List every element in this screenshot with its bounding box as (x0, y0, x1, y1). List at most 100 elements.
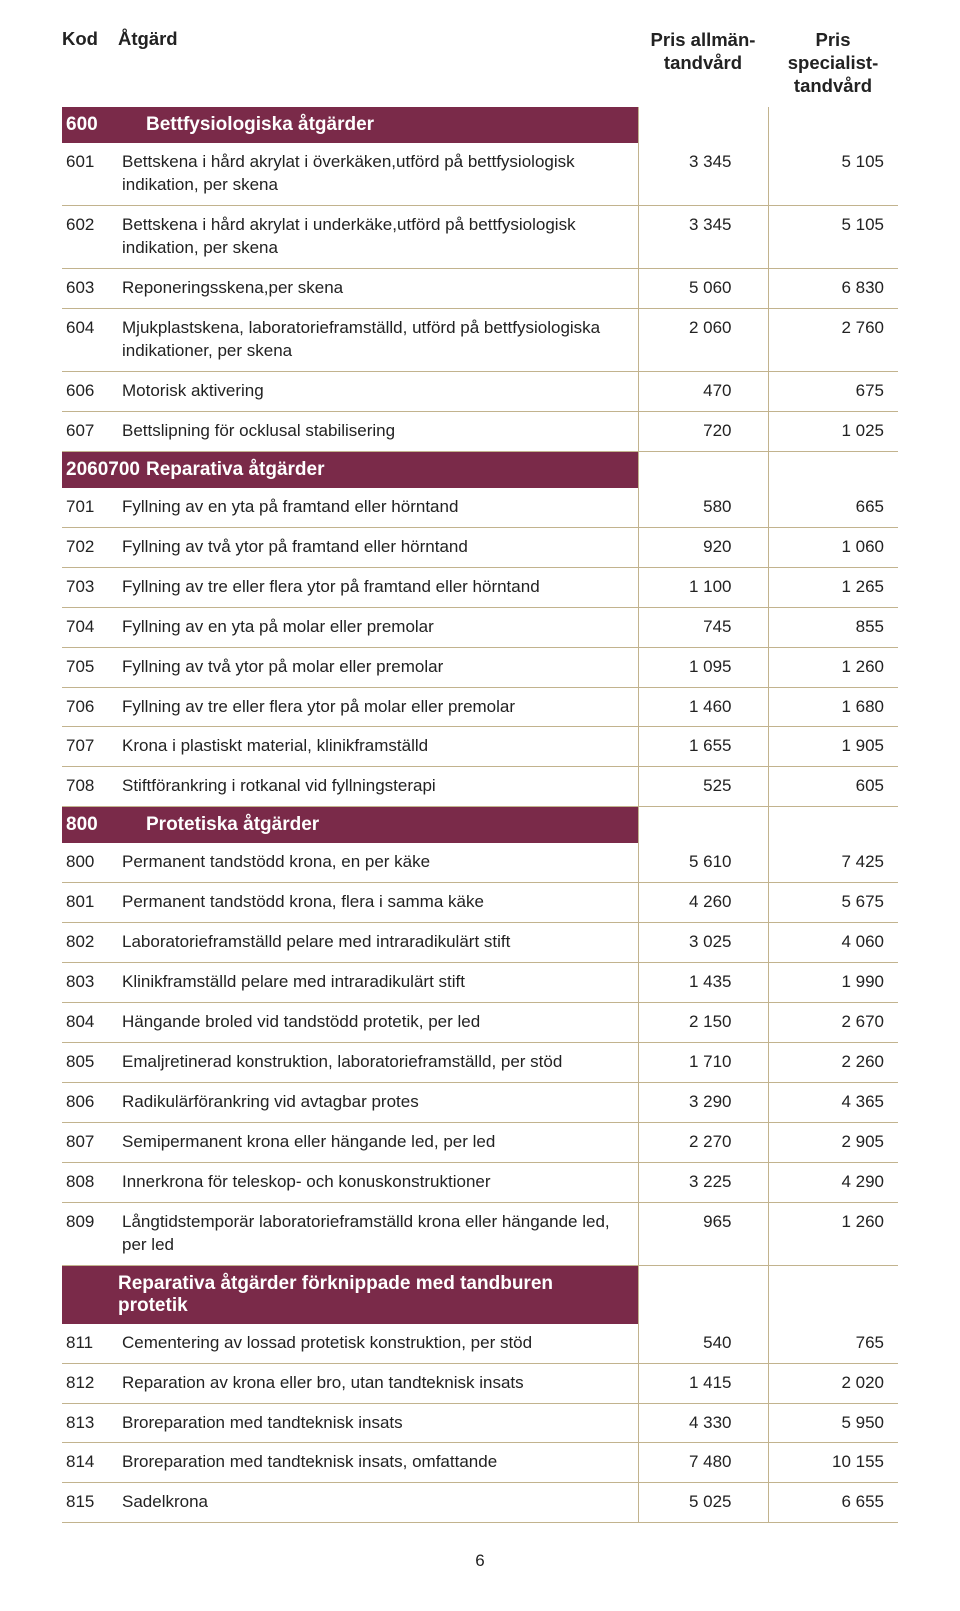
row-price-specialist: 5 950 (768, 1403, 898, 1443)
row-price-specialist: 2 905 (768, 1122, 898, 1162)
section-blank-price1 (638, 107, 768, 143)
row-price-general: 1 710 (638, 1043, 768, 1083)
page-number: 6 (62, 1551, 898, 1571)
row-description: Cementering av lossad protetisk konstruk… (118, 1324, 638, 1363)
row-description: Motorisk aktivering (118, 371, 638, 411)
row-kod: 602 (62, 206, 118, 269)
section-title-cell: 600Bettfysiologiska åtgärder (62, 107, 638, 143)
table-row: 800Permanent tandstödd krona, en per käk… (62, 843, 898, 882)
row-description: Emaljretinerad konstruktion, laboratorie… (118, 1043, 638, 1083)
row-kod: 803 (62, 963, 118, 1003)
row-kod: 807 (62, 1122, 118, 1162)
table-row: 606Motorisk aktivering470675 (62, 371, 898, 411)
section-kod: 2060700 (66, 459, 146, 481)
table-row: 814Broreparation med tandteknisk insats,… (62, 1443, 898, 1483)
row-price-specialist: 675 (768, 371, 898, 411)
row-description: Semipermanent krona eller hängande led, … (118, 1122, 638, 1162)
row-price-general: 3 345 (638, 206, 768, 269)
table-row: 801Permanent tandstödd krona, flera i sa… (62, 883, 898, 923)
table-row: 813Broreparation med tandteknisk insats4… (62, 1403, 898, 1443)
table-row: 705Fyllning av två ytor på molar eller p… (62, 647, 898, 687)
row-price-specialist: 4 060 (768, 923, 898, 963)
row-price-specialist: 765 (768, 1324, 898, 1363)
header-price-specialist-line2: tandvård (794, 75, 872, 96)
row-price-specialist: 5 105 (768, 143, 898, 205)
row-kod: 806 (62, 1082, 118, 1122)
table-row: 601Bettskena i hård akrylat i överkäken,… (62, 143, 898, 205)
table-row: 804Hängande broled vid tandstödd proteti… (62, 1003, 898, 1043)
row-description: Krona i plastiskt material, klinikframst… (118, 727, 638, 767)
row-kod: 811 (62, 1324, 118, 1363)
row-description: Fyllning av tre eller flera ytor på mola… (118, 687, 638, 727)
section-blank-price2 (768, 451, 898, 488)
row-description: Reparation av krona eller bro, utan tand… (118, 1363, 638, 1403)
row-price-general: 3 225 (638, 1162, 768, 1202)
row-description: Fyllning av två ytor på molar eller prem… (118, 647, 638, 687)
header-atgard: Åtgärd (118, 28, 638, 107)
row-description: Mjukplastskena, laboratorieframställd, u… (118, 309, 638, 372)
price-table: Kod Åtgärd Pris allmän- tandvård Pris sp… (62, 28, 898, 1523)
row-price-specialist: 1 260 (768, 647, 898, 687)
section-title: Reparativa åtgärder (146, 459, 324, 480)
section-blank-price1 (638, 807, 768, 844)
row-kod: 606 (62, 371, 118, 411)
row-kod: 809 (62, 1202, 118, 1265)
row-price-general: 2 060 (638, 309, 768, 372)
row-price-general: 1 655 (638, 727, 768, 767)
header-price-specialist: Pris specialist- tandvård (768, 28, 898, 107)
row-price-general: 525 (638, 767, 768, 807)
table-row: 706Fyllning av tre eller flera ytor på m… (62, 687, 898, 727)
row-price-specialist: 855 (768, 607, 898, 647)
row-kod: 804 (62, 1003, 118, 1043)
row-price-general: 1 095 (638, 647, 768, 687)
row-kod: 604 (62, 309, 118, 372)
row-price-general: 7 480 (638, 1443, 768, 1483)
row-kod: 706 (62, 687, 118, 727)
section-title: Reparativa åtgärder förknippade med tand… (118, 1273, 553, 1316)
row-price-general: 1 435 (638, 963, 768, 1003)
row-description: Stiftförankring i rotkanal vid fyllnings… (118, 767, 638, 807)
row-kod: 800 (62, 843, 118, 882)
table-row: 805Emaljretinerad konstruktion, laborato… (62, 1043, 898, 1083)
table-row: 803Klinikframställd pelare med intraradi… (62, 963, 898, 1003)
page-container: Kod Åtgärd Pris allmän- tandvård Pris sp… (0, 0, 960, 1611)
section-header-row: 800Protetiska åtgärder (62, 807, 898, 844)
row-price-specialist: 665 (768, 488, 898, 527)
row-price-general: 745 (638, 607, 768, 647)
table-row: 809Långtidstemporär laboratorieframställ… (62, 1202, 898, 1265)
row-price-specialist: 4 290 (768, 1162, 898, 1202)
row-price-specialist: 1 265 (768, 567, 898, 607)
section-title-cell: 2060700Reparativa åtgärder (62, 451, 638, 488)
row-description: Sadelkrona (118, 1483, 638, 1523)
row-price-general: 2 150 (638, 1003, 768, 1043)
section-title: Bettfysiologiska åtgärder (146, 114, 374, 135)
row-price-specialist: 1 680 (768, 687, 898, 727)
row-price-specialist: 1 060 (768, 527, 898, 567)
row-price-general: 3 290 (638, 1082, 768, 1122)
table-row: 603Reponeringsskena,per skena5 0606 830 (62, 269, 898, 309)
table-row: 808Innerkrona för teleskop- och konuskon… (62, 1162, 898, 1202)
section-blank-price2 (768, 107, 898, 143)
section-title-cell: Reparativa åtgärder förknippade med tand… (62, 1265, 638, 1324)
table-row: 815Sadelkrona5 0256 655 (62, 1483, 898, 1523)
section-kod: 800 (66, 814, 146, 836)
row-price-specialist: 1 905 (768, 727, 898, 767)
table-row: 604Mjukplastskena, laboratorieframställd… (62, 309, 898, 372)
row-description: Permanent tandstödd krona, en per käke (118, 843, 638, 882)
section-header-row: 2060700Reparativa åtgärder (62, 451, 898, 488)
row-kod: 705 (62, 647, 118, 687)
row-price-general: 5 025 (638, 1483, 768, 1523)
table-row: 807Semipermanent krona eller hängande le… (62, 1122, 898, 1162)
row-price-specialist: 6 655 (768, 1483, 898, 1523)
row-price-specialist: 1 260 (768, 1202, 898, 1265)
row-kod: 805 (62, 1043, 118, 1083)
row-price-specialist: 5 675 (768, 883, 898, 923)
row-description: Långtidstemporär laboratorieframställd k… (118, 1202, 638, 1265)
row-description: Broreparation med tandteknisk insats, om… (118, 1443, 638, 1483)
row-kod: 701 (62, 488, 118, 527)
row-kod: 708 (62, 767, 118, 807)
header-price-specialist-line1: Pris specialist- (788, 29, 879, 73)
section-blank-price2 (768, 807, 898, 844)
table-row: 602Bettskena i hård akrylat i underkäke,… (62, 206, 898, 269)
table-row: 811Cementering av lossad protetisk konst… (62, 1324, 898, 1363)
